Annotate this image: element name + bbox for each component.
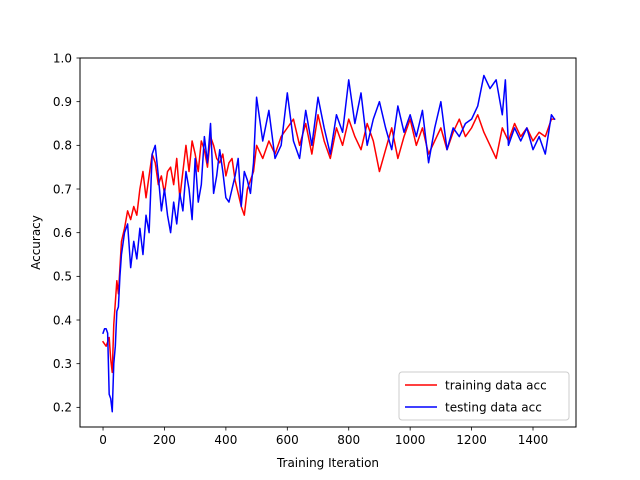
legend-label-training: training data acc: [445, 379, 547, 393]
series-line-0: [101, 114, 556, 374]
plot-lines: [101, 74, 556, 413]
x-tick-label: 400: [214, 433, 237, 447]
x-tick-label: 800: [337, 433, 360, 447]
legend-label-testing: testing data acc: [445, 401, 542, 415]
y-tick-label: 0.2: [53, 401, 72, 415]
x-tick-label: 600: [276, 433, 299, 447]
x-tick-label: 0: [99, 433, 107, 447]
x-axis-ticks: 0 200 400 600 800 1000 1200 1400: [99, 427, 548, 447]
plot-frame: [79, 57, 577, 428]
y-axis-label: Accuracy: [29, 215, 43, 270]
y-tick-label: 0.5: [53, 270, 72, 284]
x-tick-label: 1200: [456, 433, 487, 447]
y-tick-label: 0.8: [53, 139, 72, 153]
y-tick-label: 0.4: [53, 313, 72, 327]
y-tick-label: 0.9: [53, 95, 72, 109]
y-tick-label: 0.3: [53, 357, 72, 371]
y-tick-label: 1.0: [53, 51, 72, 65]
y-axis-ticks: 0.2 0.3 0.4 0.5 0.6 0.7 0.8 0.9 1.0: [53, 51, 80, 415]
x-tick-label: 200: [153, 433, 176, 447]
x-tick-label: 1400: [518, 433, 549, 447]
legend: training data acc testing data acc: [398, 371, 570, 421]
legend-box: [398, 371, 570, 421]
series-line-1: [102, 74, 556, 413]
x-tick-label: 1000: [395, 433, 426, 447]
x-axis-label: Training Iteration: [276, 456, 379, 470]
y-tick-label: 0.7: [53, 182, 72, 196]
y-tick-label: 0.6: [53, 226, 72, 240]
